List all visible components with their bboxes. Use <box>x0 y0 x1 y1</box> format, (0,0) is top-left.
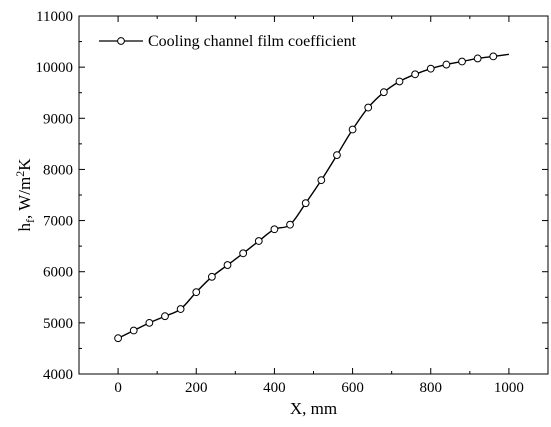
data-point <box>239 249 248 258</box>
x-tick-label: 0 <box>114 380 122 396</box>
y-axis-title: hf, W/m2K <box>13 158 37 232</box>
data-point <box>473 54 482 63</box>
y-axis-title-subscript: f <box>23 219 37 223</box>
y-tick-label: 4000 <box>43 367 73 383</box>
y-axis: 4000 5000 6000 7000 8000 9000 10000 11000 <box>36 9 548 383</box>
legend: Cooling channel film coefficient <box>99 33 357 50</box>
data-point <box>286 220 294 229</box>
data-point <box>395 77 404 86</box>
y-tick-label: 8000 <box>43 162 73 178</box>
x-tick-label: 800 <box>420 380 443 396</box>
data-point <box>411 70 420 79</box>
y-tick-label: 5000 <box>43 316 73 332</box>
data-point <box>223 261 232 269</box>
data-point <box>317 176 326 185</box>
x-tick-label: 400 <box>263 380 286 396</box>
y-tick-label: 6000 <box>43 265 73 281</box>
y-tick-label: 9000 <box>43 111 73 127</box>
legend-label: Cooling channel film coefficient <box>148 33 357 50</box>
data-point <box>364 103 373 112</box>
y-axis-title-main: h <box>15 222 34 231</box>
data-point <box>348 125 357 134</box>
y-axis-title-superscript: 2 <box>13 171 27 177</box>
data-point <box>333 151 341 160</box>
legend-marker-sample <box>117 37 125 45</box>
data-point <box>114 334 122 343</box>
x-axis-title: X, mm <box>290 399 337 418</box>
y-tick-label: 10000 <box>36 60 74 76</box>
series-line <box>117 53 510 339</box>
x-tick-label: 1000 <box>494 380 524 396</box>
data-point <box>426 64 435 73</box>
x-axis: 0 200 400 600 800 1000 <box>114 16 524 396</box>
data-point <box>161 312 169 321</box>
x-tick-label: 600 <box>341 380 364 396</box>
data-point <box>489 52 498 61</box>
data-point <box>379 88 388 97</box>
data-point <box>442 60 451 69</box>
x-tick-label: 200 <box>185 380 208 396</box>
data-point <box>270 225 279 234</box>
y-axis-title-units-end: K <box>15 158 34 171</box>
data-point <box>301 199 310 208</box>
y-tick-label: 7000 <box>43 214 73 230</box>
data-point <box>254 237 263 245</box>
data-point <box>192 288 201 297</box>
y-axis-title-units: , W/m <box>15 177 34 219</box>
series-layer <box>114 52 510 343</box>
data-point <box>458 57 466 66</box>
data-point <box>145 318 154 327</box>
data-point <box>129 326 138 335</box>
data-point <box>207 272 216 281</box>
y-tick-label: 11000 <box>36 9 73 25</box>
data-point <box>176 305 185 313</box>
